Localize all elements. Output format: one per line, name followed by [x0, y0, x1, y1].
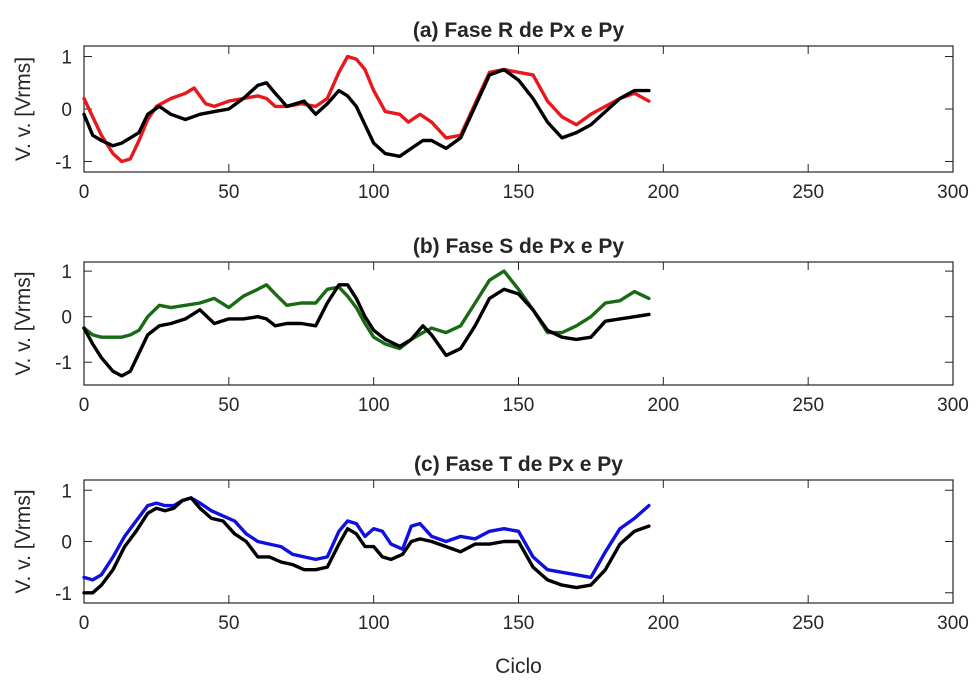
x-tick-label: 150	[503, 613, 535, 634]
x-tick-label: 100	[358, 182, 390, 203]
y-tick-label: 0	[61, 100, 72, 121]
x-tick-label: 50	[218, 182, 239, 203]
panel-2: (b) Fase S de Px e Py 0 50 100 150 200 250 300 -…	[12, 235, 969, 416]
x-tick-label: 150	[503, 395, 535, 416]
x-tick-label: 200	[647, 613, 679, 634]
x-tick-label: 300	[937, 395, 969, 416]
y-tick-label: -1	[55, 153, 72, 174]
y-tick-label: -1	[55, 353, 72, 374]
series-line-1	[82, 496, 651, 582]
y-tick-label: 0	[61, 308, 72, 329]
x-tick-label: 300	[937, 182, 969, 203]
chart-title: (b) Fase S de Px e Py	[413, 235, 625, 258]
x-tick-label: 300	[937, 613, 969, 634]
x-axis-label: Ciclo	[495, 655, 542, 678]
x-tick-label: 0	[79, 182, 90, 203]
y-tick-label: 0	[61, 533, 72, 554]
x-tick-label: 50	[218, 613, 239, 634]
chart-title: (c) Fase T de Px e Py	[414, 453, 623, 476]
x-tick-label: 100	[358, 613, 390, 634]
series-line-2	[82, 496, 651, 595]
panel-3: (c) Fase T de Px e Py 0 50 100 150 200 250 300 -…	[12, 453, 969, 678]
chart-title: (a) Fase R de Px e Py	[413, 19, 625, 42]
plot-area	[83, 45, 954, 173]
x-tick-label: 100	[358, 395, 390, 416]
y-tick-label: 1	[61, 48, 72, 69]
x-tick-label: 250	[792, 613, 824, 634]
y-tick-label: 1	[61, 262, 72, 283]
x-tick-label: 150	[503, 182, 535, 203]
series-line-2	[82, 67, 651, 159]
x-tick-label: 250	[792, 182, 824, 203]
series-line-2	[82, 283, 651, 378]
y-axis-label: V. v. [Vrms]	[12, 271, 35, 375]
x-tick-label: 200	[647, 182, 679, 203]
x-tick-label: 200	[647, 395, 679, 416]
y-axis-label: V. v. [Vrms]	[12, 489, 35, 593]
x-tick-label: 50	[218, 395, 239, 416]
y-tick-label: 1	[61, 481, 72, 502]
x-tick-label: 0	[79, 395, 90, 416]
y-axis-label: V. v. [Vrms]	[12, 57, 35, 161]
x-tick-label: 0	[79, 613, 90, 634]
x-tick-label: 250	[792, 395, 824, 416]
y-tick-label: -1	[55, 584, 72, 605]
panel-1: (a) Fase R de Px e Py 0 50 100 150 200 250 300 -…	[12, 19, 969, 203]
